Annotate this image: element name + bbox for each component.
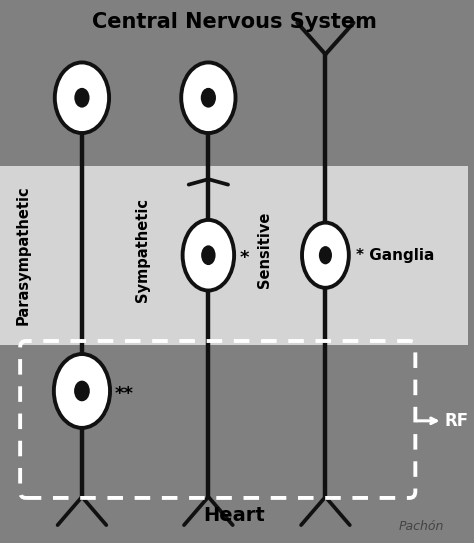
Ellipse shape <box>319 246 332 264</box>
Ellipse shape <box>54 354 110 428</box>
Text: **: ** <box>115 384 134 403</box>
Ellipse shape <box>74 88 90 108</box>
Text: Central Nervous System: Central Nervous System <box>91 12 376 31</box>
Text: RF: RF <box>445 412 469 430</box>
Text: Parasympathetic: Parasympathetic <box>16 185 31 325</box>
Ellipse shape <box>201 245 216 265</box>
Ellipse shape <box>74 381 90 401</box>
Bar <box>0 345 468 543</box>
Ellipse shape <box>181 62 236 133</box>
Ellipse shape <box>55 62 109 133</box>
Ellipse shape <box>182 220 234 291</box>
Text: *: * <box>240 249 249 267</box>
Text: Sympathetic: Sympathetic <box>135 198 150 302</box>
Text: * Ganglia: * Ganglia <box>356 248 434 263</box>
Ellipse shape <box>302 223 349 288</box>
Text: Pachón: Pachón <box>399 520 444 533</box>
Text: Heart: Heart <box>203 507 265 525</box>
Bar <box>0 166 468 345</box>
Ellipse shape <box>201 88 216 108</box>
Text: Sensitive: Sensitive <box>257 212 272 288</box>
